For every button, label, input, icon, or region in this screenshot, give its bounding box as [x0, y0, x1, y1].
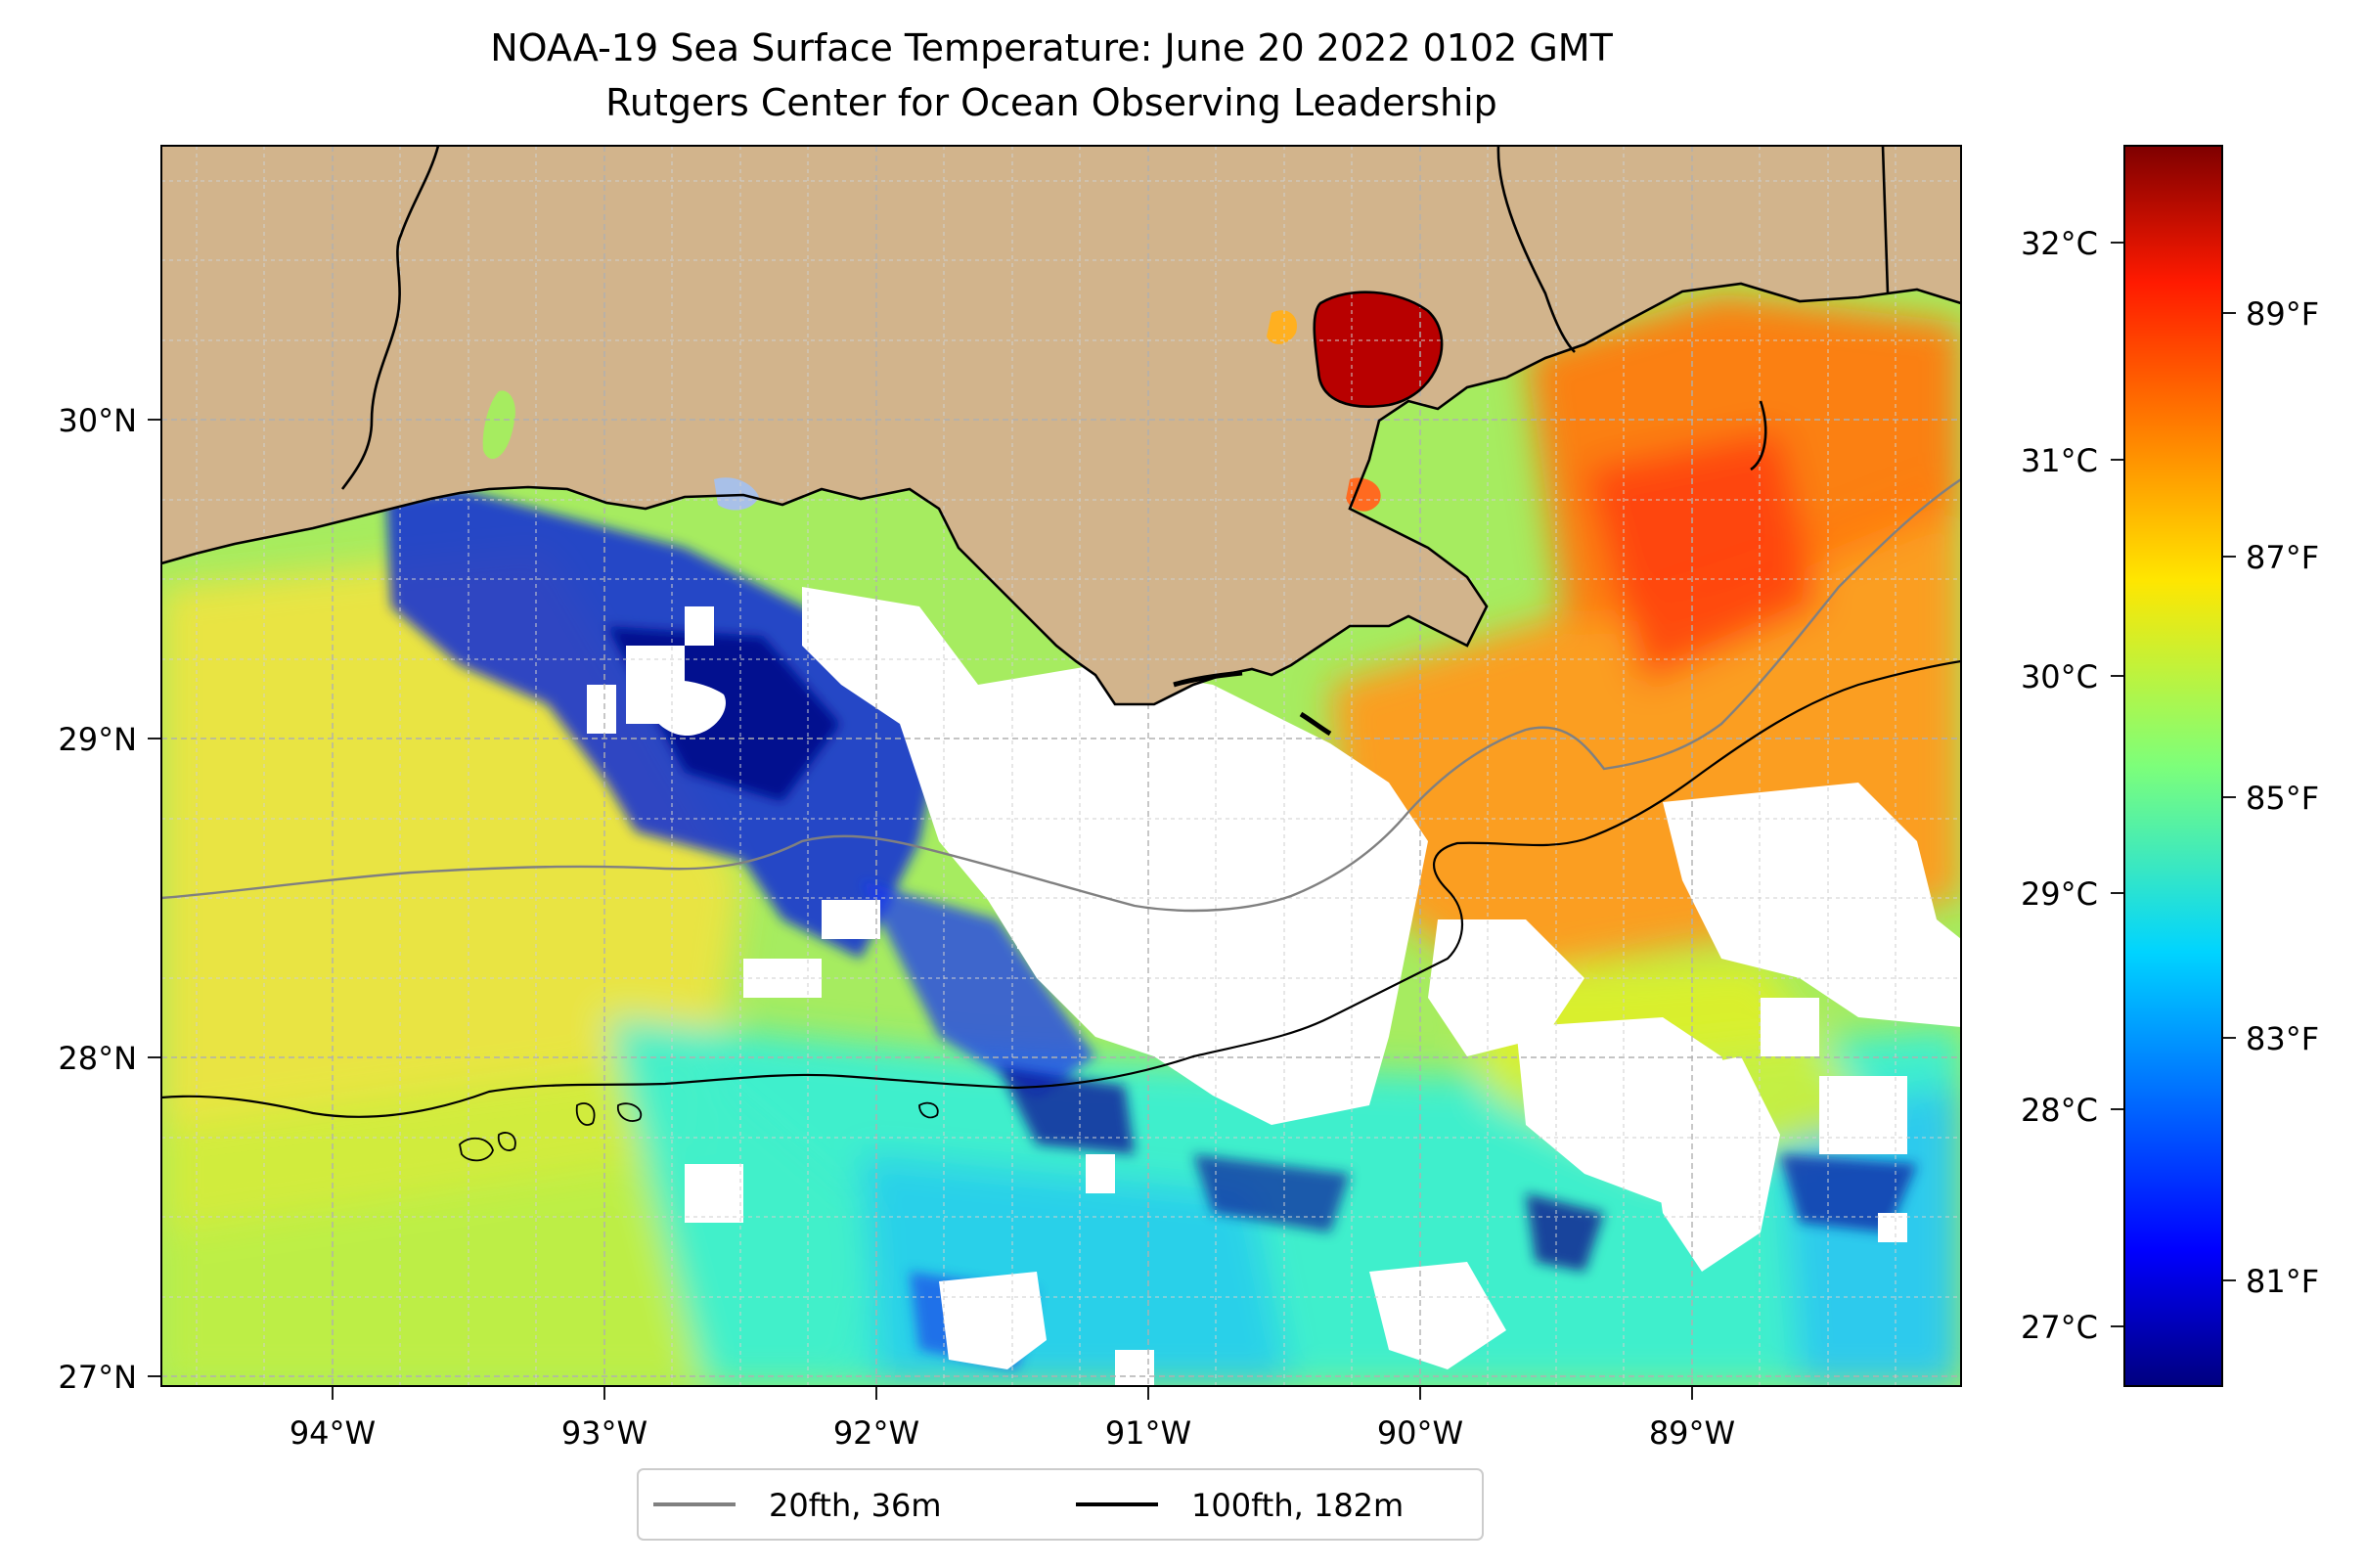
lon-label: 90°W — [1377, 1414, 1463, 1452]
coastline — [161, 146, 1961, 737]
lat-label: 29°N — [58, 721, 137, 758]
latitude-labels: 30°N 29°N 28°N 27°N — [58, 402, 137, 1396]
lon-label: 89°W — [1649, 1414, 1735, 1452]
fahrenheit-label: 83°F — [2246, 1020, 2319, 1057]
lat-label: 30°N — [58, 402, 137, 439]
colorbar: 32°C 31°C 30°C 29°C 28°C 27°C 89°F 87°F … — [2021, 145, 2319, 1387]
celsius-labels: 32°C 31°C 30°C 29°C 28°C 27°C — [2021, 225, 2098, 1346]
lon-label: 91°W — [1105, 1414, 1191, 1452]
bank-contours — [459, 1101, 939, 1162]
map-panel — [161, 146, 1961, 1386]
celsius-label: 31°C — [2021, 442, 2098, 479]
title-line-2: Rutgers Center for Ocean Observing Leade… — [605, 81, 1497, 124]
map-frame — [160, 145, 1962, 1387]
legend-label-20fth: 20fth, 36m — [769, 1487, 941, 1524]
longitude-labels: 94°W 93°W 92°W 91°W 90°W 89°W — [290, 1414, 1735, 1452]
no-data-areas — [587, 587, 1961, 1386]
contour-20fth — [161, 478, 1961, 913]
legend-label-100fth: 100fth, 182m — [1191, 1487, 1404, 1524]
land — [161, 146, 1961, 704]
fahrenheit-label: 85°F — [2246, 780, 2319, 817]
gridlines — [161, 146, 1961, 1386]
lake-pontchartrain — [1314, 291, 1443, 407]
colorbar-gradient — [2123, 145, 2223, 1387]
lon-label: 94°W — [290, 1414, 376, 1452]
lon-label: 92°W — [833, 1414, 919, 1452]
axis-ticks — [148, 419, 1693, 1400]
contour-100fth — [161, 659, 1961, 1118]
celsius-label: 29°C — [2021, 875, 2098, 913]
legend: 20fth, 36m 100fth, 182m — [637, 1468, 1484, 1541]
legend-box — [637, 1468, 1484, 1541]
celsius-label: 28°C — [2021, 1092, 2098, 1129]
lon-label: 93°W — [561, 1414, 647, 1452]
fahrenheit-label: 87°F — [2246, 539, 2319, 576]
fahrenheit-label: 81°F — [2246, 1263, 2319, 1300]
lat-label: 27°N — [58, 1359, 137, 1396]
fahrenheit-labels: 89°F 87°F 85°F 83°F 81°F — [2246, 295, 2319, 1300]
title-line-1: NOAA-19 Sea Surface Temperature: June 20… — [490, 26, 1613, 69]
celsius-label: 27°C — [2021, 1309, 2098, 1346]
celsius-label: 32°C — [2021, 225, 2098, 262]
fahrenheit-label: 89°F — [2246, 295, 2319, 333]
celsius-label: 30°C — [2021, 658, 2098, 695]
lat-label: 28°N — [58, 1040, 137, 1077]
